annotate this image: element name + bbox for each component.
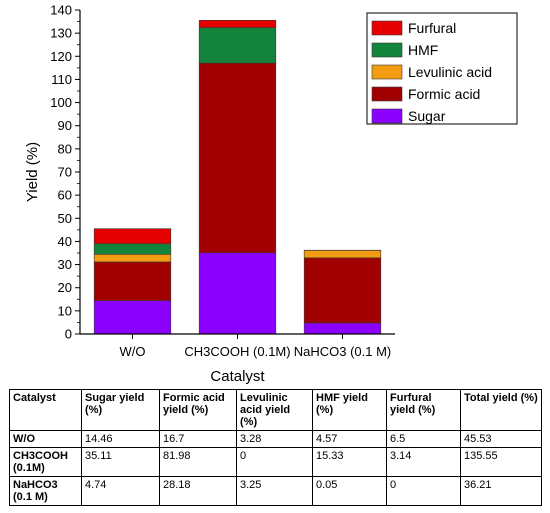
x-axis-title: Catalyst xyxy=(210,368,265,385)
cell-hmf: 15.33 xyxy=(312,447,387,477)
cell-sugar: 14.46 xyxy=(81,430,160,448)
bar-segment-formic-acid xyxy=(93,261,172,301)
cell-levulinic-acid: 3.28 xyxy=(236,430,313,448)
bar-segment-hmf xyxy=(93,243,172,255)
legend-swatch-levulinic-acid xyxy=(371,64,403,80)
bar-segment-levulinic-acid xyxy=(93,253,172,263)
cell-hmf: 0.05 xyxy=(312,476,387,506)
y-tick-label: 120 xyxy=(50,49,72,64)
cell-levulinic-acid: 3.25 xyxy=(236,476,313,506)
y-tick-label: 40 xyxy=(58,234,72,249)
cell-levulinic-acid: 0 xyxy=(236,447,313,477)
y-axis-title: Yield (%) xyxy=(24,142,41,202)
bar-segment-sugar xyxy=(93,300,172,335)
cell-hmf: 4.57 xyxy=(312,430,387,448)
y-tick-label: 70 xyxy=(58,165,72,180)
table-row: NaHCO3 (0.1 M) 4.74 28.18 3.25 0.05 0 36… xyxy=(9,476,542,506)
legend-swatch-sugar xyxy=(371,108,403,124)
legend-swatch-formic-acid xyxy=(371,86,403,102)
cell-total: 36.21 xyxy=(460,476,542,506)
cell-catalyst: CH3COOH (0.1M) xyxy=(9,447,82,477)
y-tick-label: 80 xyxy=(58,141,72,156)
header-formic-acid-yield: Formic acid yield (%) xyxy=(159,389,237,431)
bars-layer xyxy=(93,19,382,335)
y-tick-label: 30 xyxy=(58,257,72,272)
legend-label-sugar: Sugar xyxy=(408,108,446,124)
x-tick-label: NaHCO3 (0.1 M) xyxy=(294,344,392,359)
cell-total: 135.55 xyxy=(460,447,542,477)
cell-sugar: 35.11 xyxy=(81,447,160,477)
y-tick-label: 50 xyxy=(58,211,72,226)
legend-label-hmf: HMF xyxy=(408,42,438,58)
y-tick-label: 20 xyxy=(58,280,72,295)
y-tick-label: 130 xyxy=(50,26,72,41)
cell-formic-acid: 16.7 xyxy=(159,430,237,448)
yield-table: Catalyst Sugar yield (%) Formic acid yie… xyxy=(9,389,542,506)
cell-furfural: 3.14 xyxy=(386,447,461,477)
y-tick-label: 10 xyxy=(58,303,72,318)
header-furfural-yield: Furfural yield (%) xyxy=(386,389,461,431)
y-tick-label: 110 xyxy=(51,72,72,87)
stacked-bar-chart: W/O CH3COOH (0.1M) NaHCO3 (0.1 M) 0 10 20 30 40… xyxy=(24,3,518,385)
legend: Furfural HMF Levulinic acid Formic acid Suga… xyxy=(366,12,518,125)
legend-label-formic-acid: Formic acid xyxy=(408,86,480,102)
x-tick-label: CH3COOH (0.1M) xyxy=(184,344,290,359)
axes-layer: W/O CH3COOH (0.1M) NaHCO3 (0.1 M) 0 10 20 30 40… xyxy=(50,3,395,359)
y-tick-label: 60 xyxy=(58,188,72,203)
cell-furfural: 0 xyxy=(386,476,461,506)
x-tick-label: W/O xyxy=(120,344,146,359)
bar-segment-sugar xyxy=(303,322,382,335)
y-tick-label: 140 xyxy=(50,3,72,18)
cell-catalyst: W/O xyxy=(9,430,82,448)
header-catalyst: Catalyst xyxy=(9,389,82,431)
bar-segment-hmf xyxy=(198,27,277,64)
y-tick-label: 0 xyxy=(65,327,72,342)
table-row: CH3COOH (0.1M) 35.11 81.98 0 15.33 3.14 … xyxy=(9,447,542,477)
cell-catalyst: NaHCO3 (0.1 M) xyxy=(9,476,82,506)
legend-label-levulinic-acid: Levulinic acid xyxy=(408,64,492,80)
table-header-row: Catalyst Sugar yield (%) Formic acid yie… xyxy=(9,389,542,431)
bar-segment-sugar xyxy=(198,252,277,335)
bar-segment-formic-acid xyxy=(198,62,277,254)
cell-furfural: 6.5 xyxy=(386,430,461,448)
bar-segment-levulinic-acid xyxy=(303,249,382,259)
bar-segment-furfural xyxy=(198,19,277,28)
header-levulinic-acid-yield: Levulinic acid yield (%) xyxy=(236,389,313,431)
cell-total: 45.53 xyxy=(460,430,542,448)
legend-swatch-hmf xyxy=(371,42,403,58)
bar-segment-furfural xyxy=(93,228,172,245)
legend-swatch-furfural xyxy=(371,20,403,36)
cell-formic-acid: 28.18 xyxy=(159,476,237,506)
y-tick-label: 90 xyxy=(58,118,72,133)
cell-sugar: 4.74 xyxy=(81,476,160,506)
legend-label-furfural: Furfural xyxy=(408,20,456,36)
cell-formic-acid: 81.98 xyxy=(159,447,237,477)
header-hmf-yield: HMF yield (%) xyxy=(312,389,387,431)
bar-segment-formic-acid xyxy=(303,257,382,324)
y-tick-label: 100 xyxy=(50,95,72,110)
table-row: W/O 14.46 16.7 3.28 4.57 6.5 45.53 xyxy=(9,430,542,448)
header-total-yield: Total yield (%) xyxy=(460,389,542,431)
header-sugar-yield: Sugar yield (%) xyxy=(81,389,160,431)
